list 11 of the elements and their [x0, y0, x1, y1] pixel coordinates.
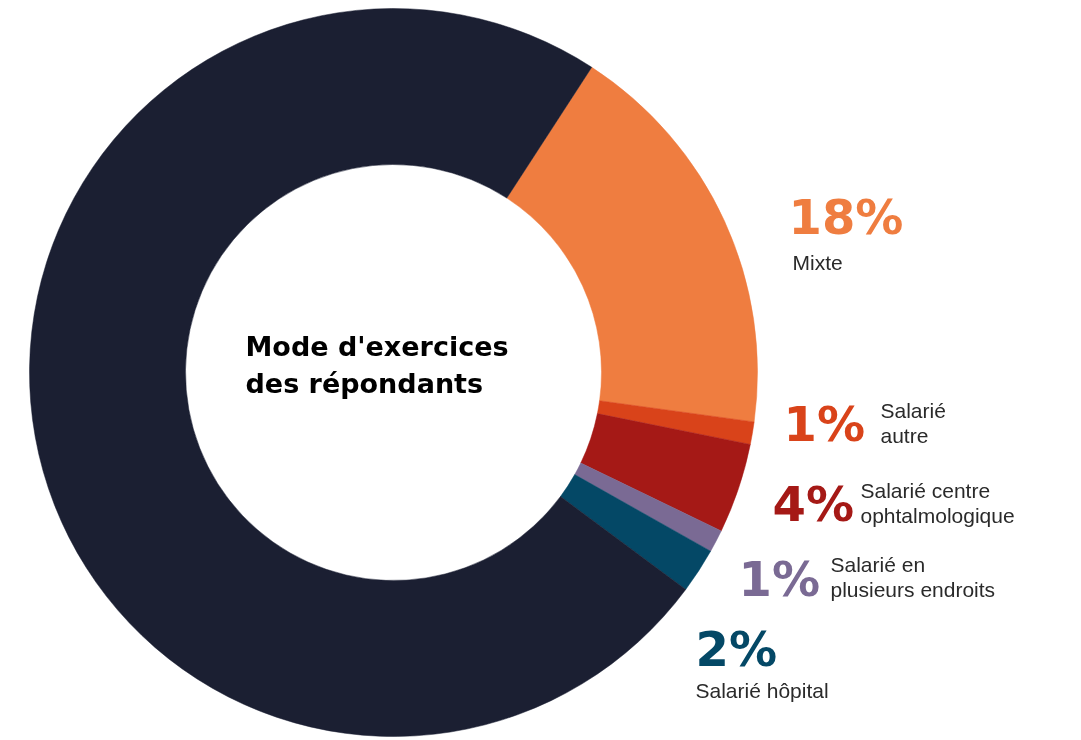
- slice-label: Salarié autre: [880, 398, 946, 447]
- slice-label: Salarié hôpital: [695, 678, 829, 702]
- data-label: 18%: [788, 188, 904, 245]
- slice-label: Salarié centre ophtalmologique: [860, 478, 1015, 527]
- data-label: 2%: [695, 620, 777, 677]
- slice-label: Salarié en plusieurs endroits: [830, 552, 996, 601]
- data-label: 1%: [738, 550, 820, 607]
- data-label: 1%: [783, 395, 865, 452]
- data-label: 4%: [772, 475, 854, 532]
- text: Mode d'exercices des répondants: [245, 330, 509, 399]
- slice-label: Mixte: [792, 250, 843, 274]
